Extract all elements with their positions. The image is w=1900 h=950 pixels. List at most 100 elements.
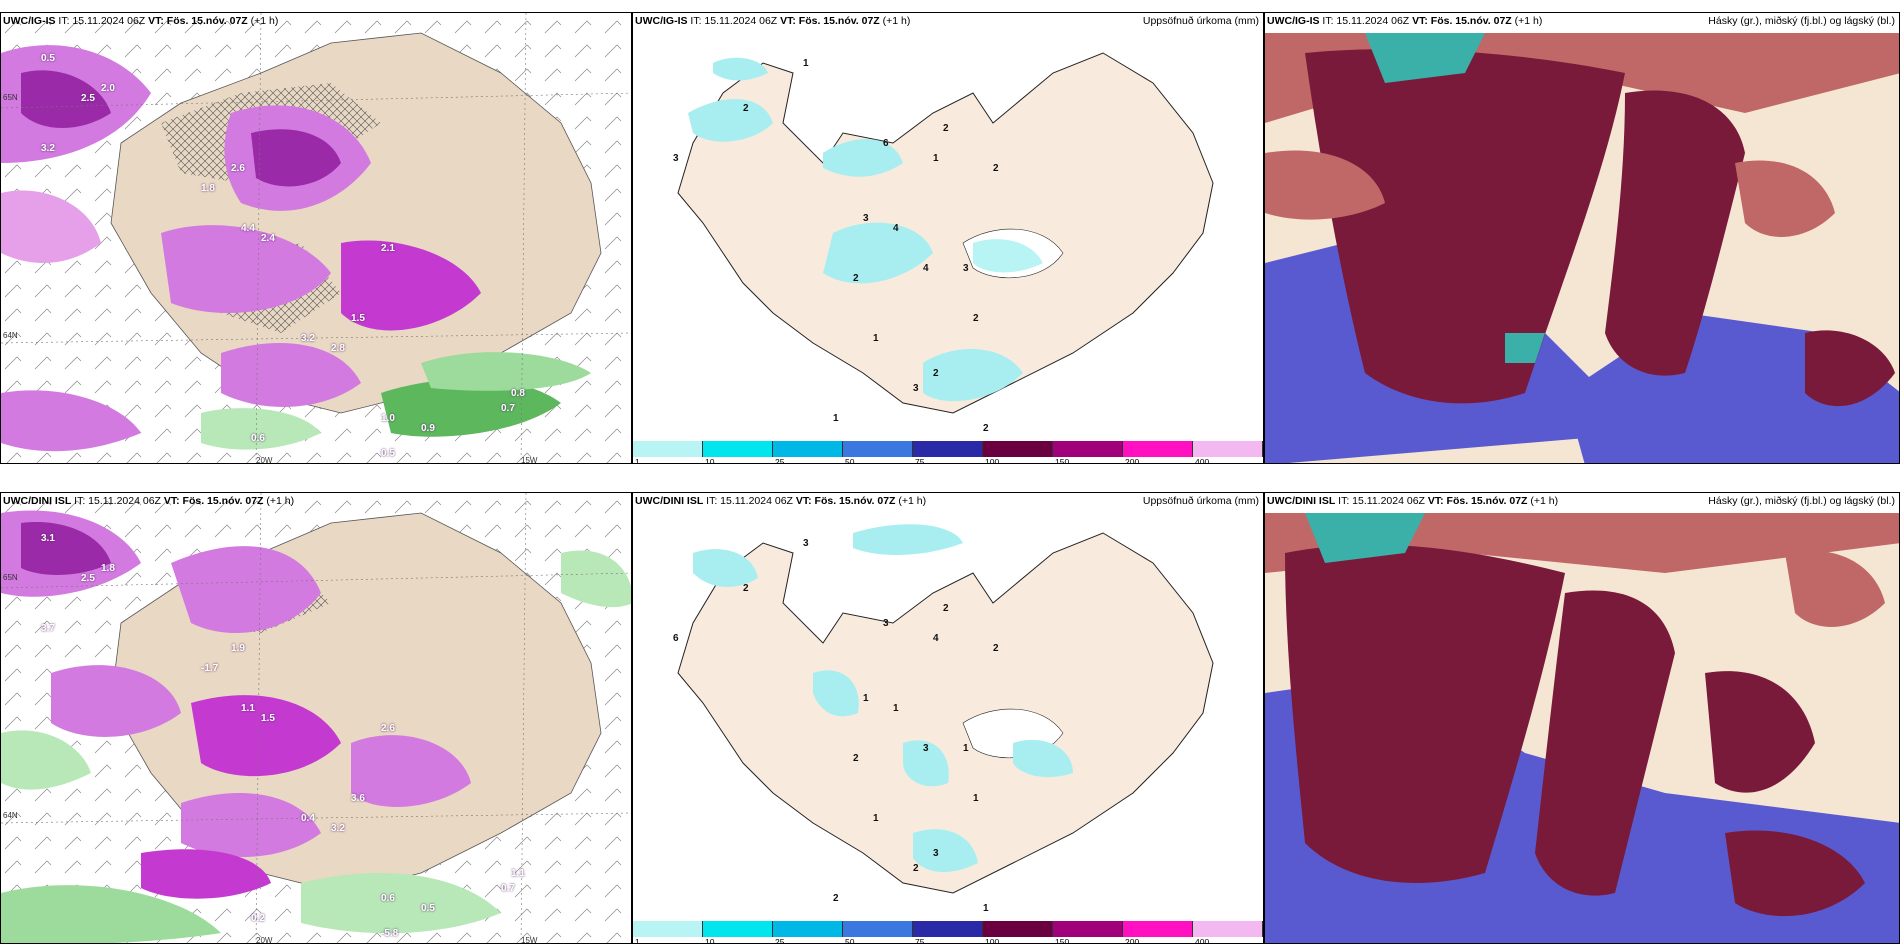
- colorbar-swatch: [912, 441, 983, 457]
- value-label: 2.5: [81, 93, 95, 104]
- value-label: 2: [993, 163, 999, 174]
- value-label: 1.1: [511, 868, 525, 879]
- left-panel-row2: UWC/DINI ISL IT: 15.11.2024 06Z VT: Fös.…: [0, 492, 632, 944]
- value-label: 4: [893, 223, 899, 234]
- colorbar-tick-label: 400: [1194, 457, 1210, 464]
- value-label: 3.1: [41, 533, 55, 544]
- colorbar-swatch: [983, 441, 1053, 457]
- value-label: -5.8: [381, 928, 399, 939]
- value-label: 2.8: [331, 343, 345, 354]
- colorbar-tick-label: 50: [844, 457, 855, 464]
- value-label: 0.8: [511, 388, 525, 399]
- value-label: 1: [803, 58, 809, 69]
- value-labels: 3 6 2 1 3 2 1 4 2 3 1 2 1 3 2 1 2 1: [633, 493, 1263, 923]
- colorbar-swatch: [843, 441, 913, 457]
- colorbar-tick-label: 75: [914, 937, 925, 944]
- value-label: 1: [873, 333, 879, 344]
- colorbar-tick-label: 150: [1054, 937, 1070, 944]
- value-label: 2: [943, 603, 949, 614]
- colorbar-swatch: [633, 441, 703, 457]
- colorbar: 1 10 25 50 75 100 150 200 400: [633, 921, 1263, 943]
- value-label: 1.8: [101, 563, 115, 574]
- panel-header: UWC/DINI ISL IT: 15.11.2024 06Z VT: Fös.…: [3, 495, 295, 507]
- colorbar-tick-label: 200: [1125, 937, 1140, 944]
- colorbar-tick-label: 75: [914, 457, 925, 464]
- cloud-cover-map: [1265, 13, 1899, 463]
- colorbar: 1 10 25 50 75 100 150 200 400: [633, 441, 1263, 463]
- value-label: 1.0: [381, 413, 395, 424]
- value-label: 0.4: [301, 813, 315, 824]
- panel-header: UWC/DINI ISL IT: 15.11.2024 06Z VT: Fös.…: [635, 495, 1259, 507]
- lon-label: 20W: [256, 936, 273, 944]
- colorbar-tick-label: 400: [1194, 937, 1210, 944]
- value-label: 3: [673, 153, 679, 164]
- value-label: 1: [833, 413, 839, 424]
- lat-label: 65N: [3, 573, 18, 582]
- colorbar-tick-label: 100: [985, 937, 1000, 944]
- value-label: 0.5: [421, 903, 435, 914]
- temperature-precip-map: [1, 13, 631, 463]
- lat-label: 64N: [3, 811, 18, 820]
- lat-label: 64N: [3, 331, 18, 340]
- colorbar-swatch: [912, 921, 983, 937]
- colorbar-swatch: [772, 441, 843, 457]
- value-label: 3.2: [301, 333, 315, 344]
- value-label: 2: [853, 273, 859, 284]
- value-label: 0.6: [381, 893, 395, 904]
- left-panel-row1: UWC/IG-IS IT: 15.11.2024 06Z VT: Fös. 15…: [0, 12, 632, 464]
- colorbar-swatch: [702, 441, 773, 457]
- temperature-precip-map: [1, 493, 631, 943]
- colorbar-tick-label: 25: [774, 457, 785, 464]
- precip-map: [633, 13, 1263, 463]
- field-title: Hásky (gr.), miðský (fj.bl.) og lágský (…: [1708, 15, 1895, 27]
- value-label: 2.6: [381, 723, 395, 734]
- value-label: 3: [913, 383, 919, 394]
- value-label: 2: [943, 123, 949, 134]
- colorbar-tick-label: 200: [1125, 457, 1140, 464]
- colorbar-swatch: [772, 921, 843, 937]
- value-label: 3: [963, 263, 969, 274]
- value-label: 1: [863, 693, 869, 704]
- colorbar-swatch: [1123, 921, 1193, 937]
- value-label: 0.7: [501, 883, 515, 894]
- value-label: 2.0: [101, 83, 115, 94]
- value-labels: 3.1 3.7 2.5 1.8 -1.7 1.9 1.1 1.5 2.6 0.4 3.2 3.6 1.1…: [1, 493, 631, 943]
- value-label: 2: [833, 893, 839, 904]
- middle-panel-row1: UWC/IG-IS IT: 15.11.2024 06Z VT: Fös. 15…: [632, 12, 1264, 464]
- value-label: 3: [803, 538, 809, 549]
- value-label: 1.1: [241, 703, 255, 714]
- value-label: 4.4: [241, 223, 255, 234]
- value-label: 2.5: [81, 573, 95, 584]
- panel-header: UWC/DINI ISL IT: 15.11.2024 06Z VT: Fös.…: [1267, 495, 1895, 507]
- colorbar-swatch: [1192, 441, 1263, 457]
- colorbar-swatch: [1053, 441, 1123, 457]
- colorbar-swatch: [983, 921, 1053, 937]
- value-label: 2.6: [231, 163, 245, 174]
- colorbar-tick-label: 150: [1054, 457, 1070, 464]
- value-label: 3: [863, 213, 869, 224]
- colorbar-tick-label: 100: [985, 457, 1000, 464]
- colorbar-swatch: [633, 921, 703, 937]
- value-labels: 1 3 2 4 6 2 3 1 2 4 3 2 1 2 3 2 1 2: [633, 13, 1263, 443]
- value-label: 0.6: [251, 433, 265, 444]
- lon-label: 15W: [521, 456, 538, 464]
- value-label: 2: [853, 753, 859, 764]
- value-label: 1: [973, 793, 979, 804]
- cloud-cover-map: [1265, 493, 1899, 943]
- value-label: 2: [743, 103, 749, 114]
- right-panel-row1: UWC/IG-IS IT: 15.11.2024 06Z VT: Fös. 15…: [1264, 12, 1900, 464]
- value-label: 1: [983, 903, 989, 914]
- value-label: 0.2: [251, 913, 265, 924]
- field-title: Hásky (gr.), miðský (fj.bl.) og lágský (…: [1708, 495, 1895, 507]
- colorbar-tick-label: 50: [844, 937, 855, 944]
- value-label: 3.2: [41, 143, 55, 154]
- lat-label: 65N: [3, 93, 18, 102]
- value-label: 6: [673, 633, 679, 644]
- value-label: 2.1: [381, 243, 395, 254]
- value-label: 2.4: [261, 233, 275, 244]
- value-label: 1.5: [351, 313, 365, 324]
- value-label: 3.7: [41, 623, 55, 634]
- value-label: 2: [933, 368, 939, 379]
- lon-label: 20W: [256, 456, 273, 464]
- colorbar-tick-label: 1: [635, 937, 640, 944]
